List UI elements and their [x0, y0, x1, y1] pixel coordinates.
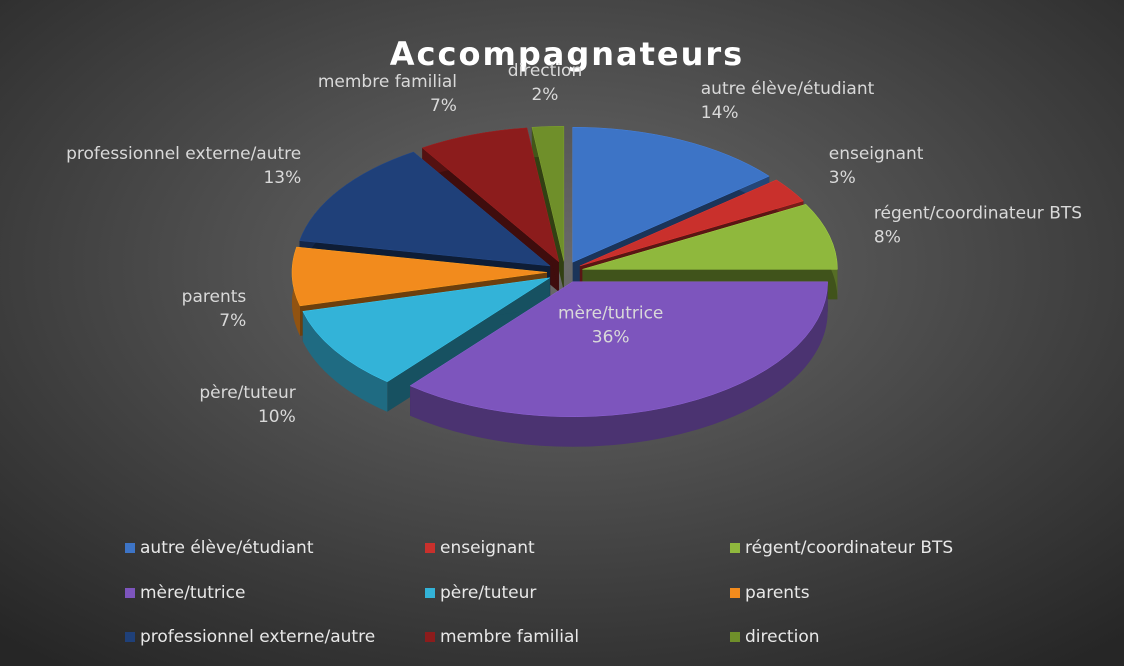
- legend-swatch: [730, 543, 740, 553]
- pie-slice: [421, 127, 560, 263]
- data-label-category: régent/coordinateur BTS: [874, 204, 1082, 224]
- pie-slice: [299, 151, 551, 267]
- data-label-category: autre élève/étudiant: [701, 79, 875, 99]
- legend-label: professionnel externe/autre: [140, 627, 375, 647]
- legend-swatch: [730, 632, 740, 642]
- pie-slice: [531, 125, 565, 262]
- data-label-category: parents: [182, 287, 247, 307]
- legend-swatch: [425, 588, 435, 598]
- legend-swatch: [125, 632, 135, 642]
- data-label: 7%: [219, 311, 246, 331]
- legend-swatch: [425, 632, 435, 642]
- data-label-category: membre familial: [318, 72, 457, 92]
- data-label: 36%: [592, 328, 630, 348]
- legend-label: père/tuteur: [440, 583, 536, 603]
- legend-label: enseignant: [440, 538, 535, 558]
- data-label-category: enseignant: [829, 144, 924, 164]
- slice-side: [302, 311, 388, 412]
- data-label: 14%: [701, 103, 739, 123]
- data-label-category: professionnel externe/autre: [66, 144, 301, 164]
- data-label: 3%: [829, 168, 856, 188]
- data-label: 8%: [874, 228, 901, 248]
- pie-slice: [582, 203, 838, 270]
- pie-slice: [409, 281, 828, 417]
- data-label: 13%: [263, 168, 301, 188]
- legend-swatch: [125, 588, 135, 598]
- legend-swatch: [125, 543, 135, 553]
- legend-swatch: [425, 543, 435, 553]
- chart-title: Accompagnateurs: [390, 35, 744, 73]
- legend-swatch: [730, 588, 740, 598]
- legend-label: mère/tutrice: [140, 583, 245, 603]
- slice-side: [410, 281, 828, 447]
- data-label: 7%: [430, 96, 457, 116]
- pie-slice: [302, 277, 550, 383]
- data-label: 2%: [531, 85, 558, 105]
- legend-label: direction: [745, 627, 820, 647]
- data-label-category: direction: [508, 61, 583, 81]
- pie-slice: [291, 246, 548, 307]
- data-label-category: père/tuteur: [199, 383, 295, 403]
- data-label: 10%: [258, 407, 296, 427]
- data-label-category: mère/tutrice: [558, 304, 663, 324]
- pie-slice: [579, 179, 804, 267]
- legend-label: régent/coordinateur BTS: [745, 538, 953, 558]
- legend-label: membre familial: [440, 627, 579, 647]
- pie-slice: [572, 126, 770, 263]
- legend-label: parents: [745, 583, 810, 603]
- legend-label: autre élève/étudiant: [140, 538, 314, 558]
